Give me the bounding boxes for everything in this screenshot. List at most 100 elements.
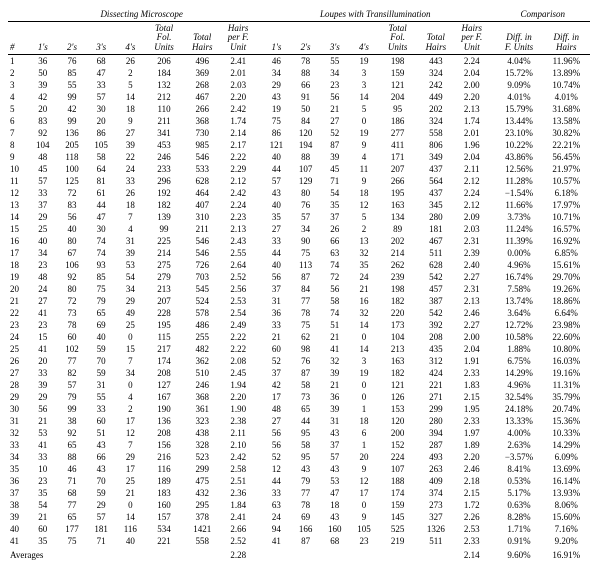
cell-b-1: 66 <box>291 79 320 91</box>
cell-a-5: 546 <box>183 151 221 163</box>
cell-a-4: 296 <box>145 175 183 187</box>
cell-b-4: 171 <box>379 151 417 163</box>
cell-a-0: 41 <box>28 439 57 451</box>
averages-row: Averages2.282.149.60%16.91% <box>8 547 590 561</box>
cell-a-3: 0 <box>116 331 145 343</box>
cell-b-4: 95 <box>379 103 417 115</box>
cell-a-1: 78 <box>57 319 86 331</box>
gap <box>255 307 262 319</box>
cell-a-2: 74 <box>87 247 116 259</box>
cell-a-5: 369 <box>183 67 221 79</box>
cell-b-3: 14 <box>349 91 378 103</box>
cell-a-3: 39 <box>116 139 145 151</box>
cell-b-1: 88 <box>291 67 320 79</box>
cell-c-1: 10.71% <box>543 211 590 223</box>
cell-b-3: 20 <box>349 451 378 463</box>
cell-b-2: 34 <box>320 67 349 79</box>
cell-b-6: 2.26 <box>455 511 489 523</box>
cell-c-0: 14.29% <box>495 367 542 379</box>
cell-b-2: 51 <box>320 319 349 331</box>
cell-b-6: 1.96 <box>455 139 489 151</box>
cell-a-1: 40 <box>57 223 86 235</box>
cell-b-0: 43 <box>262 91 291 103</box>
cell-c-1: 11.31% <box>543 379 590 391</box>
cell-a-3: 25 <box>116 475 145 487</box>
cell-a-1: 80 <box>57 283 86 295</box>
cell-a-2: 68 <box>87 55 116 68</box>
cell-a-0: 21 <box>28 415 57 427</box>
table-row: 8104205105394539852.171211948794118061.9… <box>8 139 590 151</box>
cell-b-2: 43 <box>320 463 349 475</box>
cell-c-1: 10.80% <box>543 343 590 355</box>
gap <box>489 271 496 283</box>
cell-b-0: 27 <box>262 415 291 427</box>
cell-a-1: 55 <box>57 79 86 91</box>
cell-a-5: 546 <box>183 235 221 247</box>
cell-a-6: 1.90 <box>221 403 255 415</box>
row-index: 23 <box>8 319 28 331</box>
cell-a-5: 545 <box>183 283 221 295</box>
cell-a-0: 57 <box>28 175 57 187</box>
cell-c-1: 14.29% <box>543 439 590 451</box>
table-row: 12337261261924642.42438054181954372.24−1… <box>8 187 590 199</box>
cell-c-1: 6.85% <box>543 247 590 259</box>
cell-b-4: 159 <box>379 499 417 511</box>
gap <box>255 535 262 547</box>
cell-a-4: 167 <box>145 391 183 403</box>
cell-b-6: 2.09 <box>455 211 489 223</box>
cell-b-2: 21 <box>320 379 349 391</box>
cell-b-0: 24 <box>262 511 291 523</box>
gap <box>489 535 496 547</box>
gap <box>255 67 262 79</box>
cell-b-1: 120 <box>291 127 320 139</box>
cell-a-0: 41 <box>28 307 57 319</box>
cell-b-3: 9 <box>349 463 378 475</box>
cell-a-1: 92 <box>57 427 86 439</box>
cell-b-0: 36 <box>262 307 291 319</box>
gap <box>255 55 262 68</box>
cell-a-5: 496 <box>183 55 221 68</box>
cell-b-3: 19 <box>349 367 378 379</box>
cell-a-6: 2.10 <box>221 439 255 451</box>
cell-b-4: 213 <box>379 343 417 355</box>
cell-a-1: 118 <box>57 151 86 163</box>
group-header-loupes: Loupes with Transillumination <box>262 8 489 22</box>
cell-a-6: 2.11 <box>221 427 255 439</box>
cell-a-2: 47 <box>87 67 116 79</box>
cell-b-3: 0 <box>349 379 378 391</box>
cell-a-3: 29 <box>116 451 145 463</box>
cell-b-0: 52 <box>262 451 291 463</box>
gap <box>255 259 262 271</box>
gap <box>255 427 262 439</box>
row-index: 34 <box>8 451 28 463</box>
cell-a-3: 9 <box>116 115 145 127</box>
cell-a-1: 177 <box>57 523 86 535</box>
avg-b-hpf: 2.14 <box>455 547 489 561</box>
gap <box>255 499 262 511</box>
cell-b-6: 2.24 <box>455 187 489 199</box>
cell-a-1: 100 <box>57 163 86 175</box>
cell-a-5: 464 <box>183 187 221 199</box>
cell-b-2: 36 <box>320 391 349 403</box>
row-index: 7 <box>8 127 28 139</box>
cell-b-0: 48 <box>262 403 291 415</box>
cell-a-0: 23 <box>28 259 57 271</box>
cell-b-2: 26 <box>320 223 349 235</box>
cell-a-5: 730 <box>183 127 221 139</box>
cell-b-6: 2.04 <box>455 67 489 79</box>
cell-b-6: 2.15 <box>455 487 489 499</box>
cell-b-1: 78 <box>291 307 320 319</box>
cell-a-0: 20 <box>28 103 57 115</box>
cell-a-1: 77 <box>57 499 86 511</box>
cell-c-0: 0.91% <box>495 535 542 547</box>
cell-c-1: 16.14% <box>543 475 590 487</box>
table-row: 20248075342135452.56378456211984572.317.… <box>8 283 590 295</box>
cell-b-5: 181 <box>417 223 455 235</box>
cell-b-5: 564 <box>417 175 455 187</box>
gap <box>255 331 262 343</box>
cell-c-0: 4.01% <box>495 91 542 103</box>
cell-a-5: 362 <box>183 355 221 367</box>
cell-b-1: 95 <box>291 451 320 463</box>
table-row: 4429957142124672.20439156142044492.204.0… <box>8 91 590 103</box>
col-b-hpf: Hairsper F.Unit <box>455 22 489 55</box>
